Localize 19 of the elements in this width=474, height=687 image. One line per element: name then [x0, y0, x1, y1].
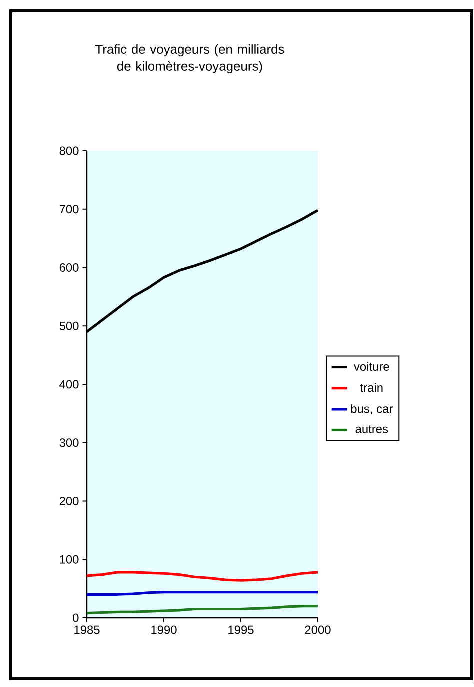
legend-label: autres: [356, 426, 388, 434]
line-series: [86, 571, 320, 582]
y-tick-label: 700: [60, 205, 79, 214]
y-tick-label: 0: [73, 614, 79, 622]
x-tick-label: 1995: [228, 626, 254, 634]
y-tick-label: 400: [60, 380, 79, 389]
y-tick-label: 600: [60, 264, 79, 272]
legend-label: bus, car: [351, 404, 393, 415]
y-tick-label: 100: [60, 555, 79, 564]
x-tick-label: 1985: [74, 626, 100, 634]
x-tick-label: 1990: [152, 626, 177, 634]
y-tick-label: 800: [60, 146, 79, 156]
y-tick-label: 300: [60, 438, 79, 448]
chart-title: Trafic de voyageurs (en milliards de kilomètres-voyageurs): [96, 44, 284, 74]
legend-label: train: [360, 383, 383, 392]
legend-label: voiture: [354, 362, 390, 371]
x-tick-label: 2000: [305, 626, 331, 634]
y-tick-label: 500: [60, 322, 79, 330]
y-tick-label: 200: [60, 497, 79, 506]
